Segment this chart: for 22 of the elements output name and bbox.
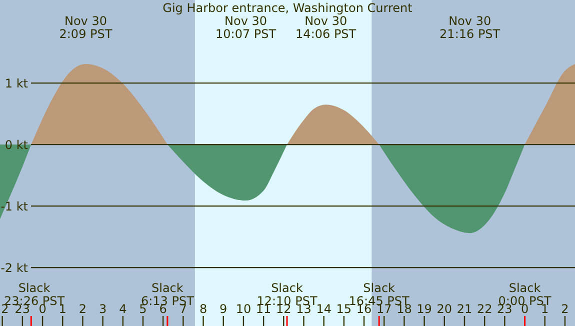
x-tick-label: 19 — [416, 302, 432, 316]
x-tick-label: 3 — [98, 302, 107, 316]
x-tick-label: 15 — [336, 302, 352, 316]
x-tick-label: 9 — [220, 302, 228, 316]
y-tick-label: 1 kt — [4, 76, 28, 91]
x-tick-label: 10 — [236, 302, 252, 316]
x-tick-label: 21 — [456, 302, 472, 316]
y-tick-label: -2 kt — [0, 261, 28, 276]
x-tick-label: 2 — [561, 302, 569, 316]
x-tick-label: 14 — [316, 302, 332, 316]
x-tick-label: 1 — [58, 302, 66, 316]
annotation: Nov 30 10:07 PST — [216, 14, 277, 41]
chart-title: Gig Harbor entrance, Washington Current — [162, 1, 413, 15]
y-tick-label: -1 kt — [0, 200, 28, 214]
x-tick-label: 22 — [476, 302, 492, 316]
annotation: Nov 30 14:06 PST — [296, 14, 357, 41]
annotation: Nov 30 2:09 PST — [59, 14, 113, 41]
annotation: Nov 30 21:16 PST — [440, 14, 501, 41]
x-tick-label: 20 — [436, 302, 452, 316]
x-tick-label: 4 — [119, 302, 127, 316]
x-tick-label: 2 — [78, 302, 87, 316]
x-tick-label: 8 — [199, 302, 208, 316]
